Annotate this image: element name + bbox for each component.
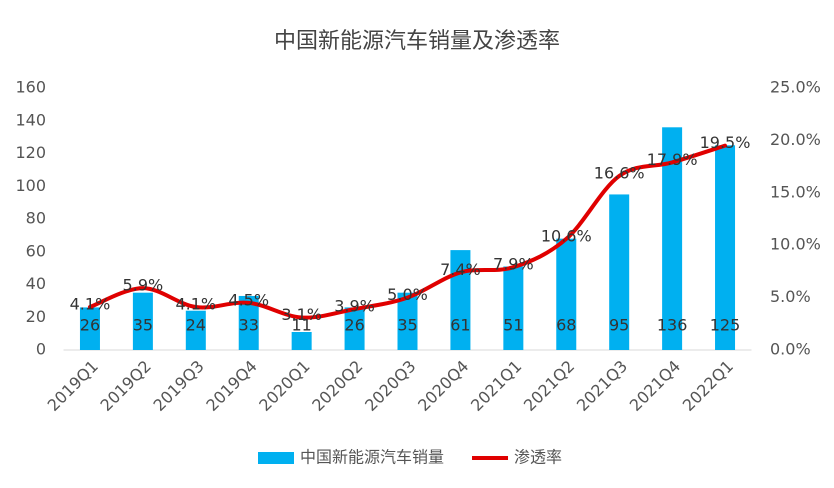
data-label: 26 [80,316,100,335]
data-label: 7.4% [440,260,481,279]
data-label: 17.9% [647,150,698,169]
bar [79,307,100,350]
bar [662,127,683,350]
y2-tick-label: 20.0% [770,130,821,149]
y2-tick-label: 0.0% [770,340,811,359]
data-label: 7.9% [493,255,534,274]
data-label: 68 [556,316,576,335]
bar [291,331,312,350]
data-label: 5.9% [123,276,164,295]
data-label: 16.6% [594,164,645,183]
bar [556,238,577,350]
x-tick-label: 2021Q1 [467,357,525,415]
y-tick-label: 20 [26,307,46,326]
data-label: 11 [291,316,311,335]
bar [185,310,206,350]
x-tick-label: 2020Q3 [361,357,419,415]
x-tick-label: 2021Q3 [573,357,631,415]
data-label: 35 [133,316,153,335]
x-tick-label: 2021Q2 [520,357,578,415]
y-tick-label: 140 [15,110,46,129]
data-label: 61 [450,316,470,335]
y2-tick-label: 5.0% [770,287,811,306]
x-tick-label: 2021Q4 [626,357,684,415]
x-tick-label: 2022Q1 [679,357,737,415]
legend-swatch [258,452,294,464]
bar [609,194,630,350]
legend-label: 渗透率 [514,448,562,467]
data-label: 26 [344,316,364,335]
bar [715,145,736,350]
line [87,143,728,320]
data-label: 3.1% [281,305,322,324]
y2-tick-label: 25.0% [770,78,821,97]
data-label: 51 [503,316,523,335]
bar [503,266,524,350]
y2-tick-label: 15.0% [770,182,821,201]
x-tick-label: 2019Q2 [97,357,155,415]
data-label: 4.5% [228,290,269,309]
data-label: 33 [239,316,259,335]
data-label: 35 [397,316,417,335]
bar [238,295,259,350]
data-label: 4.1% [175,295,216,314]
y-tick-label: 80 [26,209,46,228]
y-tick-label: 100 [15,176,46,195]
x-tick-label: 2019Q1 [44,357,102,415]
data-label: 24 [186,316,206,335]
bar [132,292,153,350]
data-label: 125 [710,316,741,335]
data-label: 10.6% [541,226,592,245]
bar [397,292,418,350]
bar [344,307,365,350]
legend-label: 中国新能源汽车销量 [300,448,444,467]
y-tick-label: 60 [26,241,46,260]
data-label: 95 [609,316,629,335]
y2-tick-label: 10.0% [770,235,821,254]
data-label: 4.1% [70,295,111,314]
data-label: 3.9% [334,297,375,316]
data-label: 5.0% [387,285,428,304]
data-label: 19.5% [700,133,751,152]
x-tick-label: 2019Q4 [202,357,260,415]
chart-title: 中国新能源汽车销量及渗透率 [274,29,560,54]
y-tick-label: 40 [26,274,46,293]
y-tick-label: 0 [36,340,46,359]
x-tick-label: 2020Q4 [414,357,472,415]
data-label: 136 [657,316,688,335]
x-tick-label: 2020Q2 [308,357,366,415]
x-tick-label: 2019Q3 [149,357,207,415]
x-tick-label: 2020Q1 [255,357,313,415]
y-tick-label: 120 [15,143,46,162]
y-tick-label: 160 [15,78,46,97]
